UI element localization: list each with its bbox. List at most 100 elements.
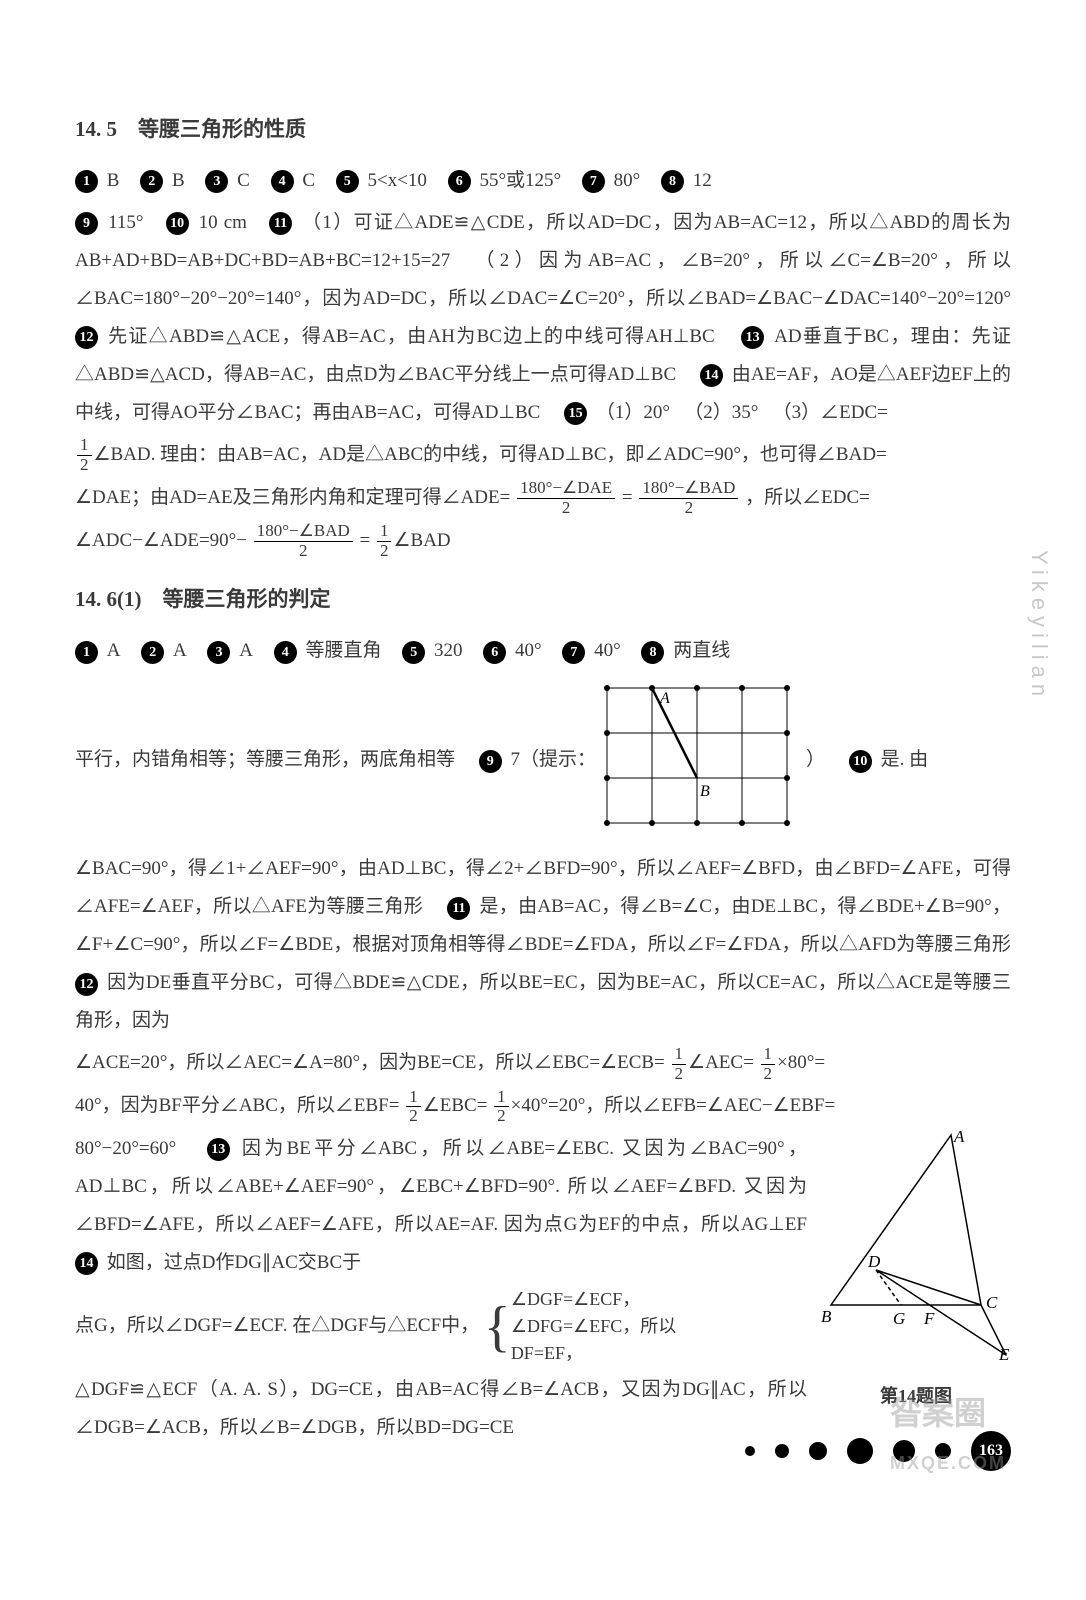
badge-11: 11 (269, 212, 292, 235)
dot-1 (745, 1446, 755, 1456)
ans-146-5: 320 (434, 640, 463, 661)
bracket-l2: ∠DFG=∠EFC，所以 (511, 1316, 676, 1336)
ans-146-4: 等腰直角 (305, 640, 381, 661)
badge-9: 9 (75, 212, 98, 235)
grid-figure: A B (602, 678, 792, 842)
section-146-a10-body: ∠BAC=90°，得∠1+∠AEF=90°，由AD⊥BC，得∠2+∠BFD=90… (75, 850, 1011, 1040)
ans-146-2: A (173, 640, 187, 661)
badge-146-14: 14 (75, 1252, 98, 1275)
section-146-a12-l3: 40°，因为BF平分∠ABC，所以∠EBF= 12∠EBC= 12×40°=20… (75, 1087, 1011, 1126)
ans-8: 12 (693, 170, 712, 191)
ans-15-l2-pre: ∠DAE；由AD=AE及三角形内角和定理可得∠ADE= (75, 487, 510, 508)
ans-15-l3-end: ∠BAD (393, 530, 450, 551)
badge-146-8: 8 (641, 641, 664, 664)
svg-text:C: C (986, 1293, 998, 1312)
grid-label-a: A (659, 690, 670, 707)
frac-half-6: 12 (494, 1088, 509, 1126)
grid-label-b: B (700, 783, 710, 800)
badge-146-12: 12 (75, 973, 98, 996)
ans-146-14-pre: 如图，过点D作DG∥AC交BC于 (107, 1252, 361, 1273)
triangle-figure: A D B G F C E (821, 1130, 1011, 1360)
section-146-answers-row1: 1 A 2 A 3 A 4 等腰直角 5 320 6 40° 7 40° 8 两… (75, 632, 1011, 670)
frac-bad2: 180°−∠BAD2 (254, 522, 353, 560)
ans-146-10-pre: 是. 由 (881, 749, 929, 770)
badge-2: 2 (140, 170, 163, 193)
badge-146-1: 1 (75, 641, 98, 664)
badge-7: 7 (582, 170, 605, 193)
svg-text:G: G (893, 1309, 905, 1328)
ans-15-p2: （2）35° (694, 402, 759, 423)
ans-4: C (302, 170, 315, 191)
ans-146-14-l3: △DGF≌△ECF（A. A. S），DG=CE，由AB=AC得∠B=∠ACB，… (75, 1379, 807, 1438)
badge-146-13: 13 (207, 1138, 230, 1161)
row-left-text: 平行，内错角相等；等腰三角形，两底角相等 9 7（提示： (75, 741, 596, 779)
dot-4 (847, 1438, 873, 1464)
badge-14: 14 (700, 364, 723, 387)
svg-text:E: E (998, 1345, 1010, 1360)
badge-146-9: 9 (479, 750, 502, 773)
section-145-answers-row2: 9 115° 10 10 cm 11 （1）可证△ADE≌△CDE，所以AD=D… (75, 204, 1011, 432)
ans-12: 先证△ABD≌△ACE，得AB=AC，由AH为BC边上的中线可得AH⊥BC (108, 326, 715, 347)
ans-15-p1: （1）20° (596, 402, 670, 423)
badge-146-2: 2 (141, 641, 164, 664)
ans-146-1: A (107, 640, 121, 661)
badge-10: 10 (166, 212, 189, 235)
frac-bad: 180°−∠BAD2 (639, 479, 738, 517)
dot-5 (893, 1440, 915, 1462)
ans-15-l3-mid: = (360, 530, 371, 551)
section-146-a12-l2: ∠ACE=20°，所以∠AEC=∠A=80°，因为BE=CE，所以∠EBC=∠E… (75, 1044, 1011, 1083)
section-146-title: 14. 6(1) 等腰三角形的判定 (75, 578, 1011, 620)
ans-146-12-l4: 80°−20°=60° (75, 1138, 176, 1159)
frac-half-5: 12 (406, 1088, 421, 1126)
ans-15-p3-prefix: （3）∠EDC= (782, 402, 888, 423)
ans-146-6: 40° (515, 640, 542, 661)
badge-146-3: 3 (207, 641, 230, 664)
svg-text:F: F (923, 1309, 935, 1328)
ans-146-13: 因为BE平分∠ABC，所以∠ABE=∠EBC. 又因为∠BAC=90°，AD⊥B… (75, 1138, 807, 1235)
bracket-l1: ∠DGF=∠ECF， (511, 1289, 640, 1309)
row-right-text: ） 10 是. 由 (806, 741, 928, 779)
badge-146-11: 11 (447, 897, 470, 920)
ans-10: 10 cm (199, 212, 247, 233)
ans-15-l2-suf: ，所以∠EDC= (745, 487, 870, 508)
section-146-row-with-grid: 平行，内错角相等；等腰三角形，两底角相等 9 7（提示： (75, 678, 1011, 842)
badge-8: 8 (661, 170, 684, 193)
section-145-line-frac2: ∠DAE；由AD=AE及三角形内角和定理可得∠ADE= 180°−∠DAE2 =… (75, 479, 1011, 518)
section-145-answers-row1: 1 B 2 B 3 C 4 C 5 5<x<10 6 55°或125° 7 80… (75, 162, 1011, 200)
ans-146-9-post: ） (806, 749, 825, 770)
badge-146-4: 4 (274, 641, 297, 664)
badge-13: 13 (741, 326, 764, 349)
badge-5: 5 (336, 170, 359, 193)
badge-3: 3 (205, 170, 228, 193)
frac-dae: 180°−∠DAE2 (517, 479, 615, 517)
section-145-title: 14. 5 等腰三角形的性质 (75, 108, 1011, 150)
ans-15-reason: ∠BAD. 理由：由AB=AC，AD是△ABC的中线，可得AD⊥BC，即∠ADC… (94, 444, 887, 465)
frac-half-2: 12 (377, 522, 392, 560)
badge-146-5: 5 (402, 641, 425, 664)
ans-146-12-l3-mid2: ×40°=20°，所以∠EFB=∠AEC−∠EBF= (511, 1095, 836, 1116)
frac-half-1: 12 (77, 436, 92, 474)
page-number: 163 (971, 1431, 1011, 1471)
ans-7: 80° (614, 170, 641, 191)
badge-15: 15 (564, 402, 587, 425)
badge-146-6: 6 (483, 641, 506, 664)
side-watermark: Yikeyilian (1017, 550, 1061, 702)
ans-3: C (237, 170, 250, 191)
svg-text:B: B (821, 1307, 832, 1326)
ans-1: B (107, 170, 120, 191)
ans-2: B (172, 170, 185, 191)
svg-text:D: D (867, 1252, 881, 1271)
ans-9: 115° (108, 212, 143, 233)
ans-146-7: 40° (594, 640, 621, 661)
ans-146-12-l2-end: ×80°= (777, 1052, 825, 1073)
badge-146-10: 10 (849, 750, 872, 773)
ans-6: 55°或125° (479, 170, 561, 191)
bracket-l3: DF=EF， (511, 1343, 583, 1363)
footer-dots: 163 (745, 1431, 1011, 1471)
ans-146-14-l2-pre: 点G，所以∠DGF=∠ECF. 在△DGF与△ECF中， (75, 1315, 479, 1336)
bracket-eq-group: { ∠DGF=∠ECF， ∠DFG=∠EFC，所以 DF=EF， (484, 1286, 676, 1367)
ans-146-8-cont: 平行，内错角相等；等腰三角形，两底角相等 (75, 749, 455, 770)
badge-4: 4 (271, 170, 294, 193)
dot-6 (935, 1443, 951, 1459)
badge-12: 12 (75, 326, 98, 349)
